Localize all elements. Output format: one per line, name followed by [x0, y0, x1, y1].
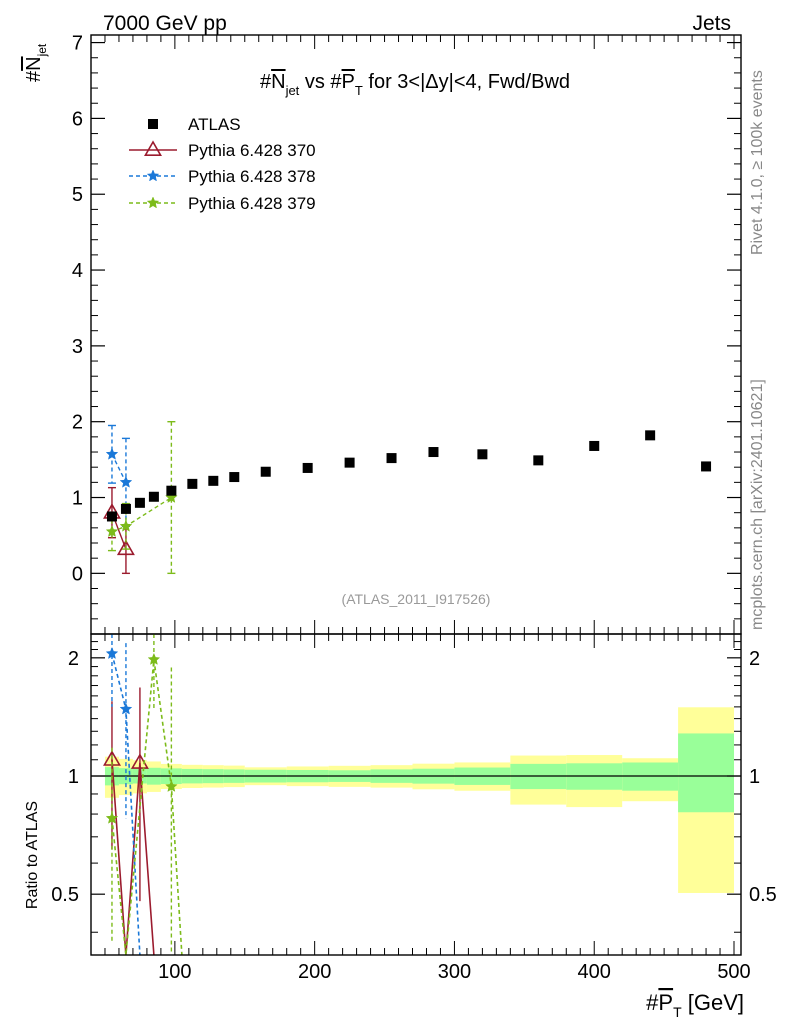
data-point-atlas — [260, 466, 271, 477]
main-plot-marks — [103, 420, 712, 575]
data-point-atlas — [208, 475, 219, 486]
x-tick-label: 200 — [298, 961, 331, 983]
ratio-point-p379 — [165, 779, 178, 792]
y-tick-label: 4 — [72, 260, 83, 282]
chart-title: #Njet vs #PT for 3<|Δy|<4, Fwd/Bwd — [260, 71, 570, 98]
data-point-atlas — [302, 462, 313, 473]
point-p378 — [119, 475, 133, 488]
data-point-atlas — [229, 472, 240, 483]
y-tick-label: 6 — [72, 108, 83, 130]
data-point-atlas — [533, 455, 544, 466]
x-tick-label: 400 — [578, 961, 611, 983]
legend-label: ATLAS — [188, 115, 241, 134]
data-point-atlas — [428, 447, 439, 458]
legend: ATLAS Pythia 6.428 370 Pythia 6.428 378 Pyt… — [129, 115, 316, 213]
x-tick-label: 300 — [438, 961, 471, 983]
ratio-tick-label-right: 0.5 — [749, 884, 777, 906]
legend-label: Pythia 6.428 370 — [188, 141, 316, 160]
ratio-point-p378 — [119, 702, 133, 715]
point-p379 — [105, 524, 119, 538]
data-point-atlas — [187, 478, 198, 489]
ratio-tick-label-right: 2 — [749, 648, 760, 670]
data-point-atlas — [477, 449, 488, 460]
ratio-point-p379 — [147, 652, 161, 665]
data-point-atlas — [148, 491, 159, 502]
legend-label: Pythia 6.428 378 — [188, 167, 316, 186]
ratio-plot-marks — [103, 634, 183, 956]
y-tick-label: 3 — [72, 336, 83, 358]
y-tick-label: 1 — [72, 488, 83, 510]
ratio-tick-label-right: 1 — [749, 766, 760, 788]
header-right: Jets — [692, 12, 731, 35]
data-point-atlas — [120, 503, 131, 514]
ratio-line-p370 — [111, 759, 155, 956]
data-point-atlas — [645, 430, 656, 441]
ratio-band-inner — [678, 733, 735, 813]
side-rivet-label: Rivet 4.1.0, ≥ 100k events — [749, 70, 766, 255]
series-line-p378 — [111, 453, 127, 483]
ratio-tick-label: 1 — [68, 766, 79, 788]
legend-label: Pythia 6.428 379 — [188, 194, 316, 213]
x-tick-label: 100 — [158, 961, 191, 983]
x-axis-label: #PT [GeV] — [646, 990, 744, 1020]
ratio-point-p378 — [105, 646, 119, 660]
data-point-atlas — [166, 485, 177, 496]
ratio-axis-label: Ratio to ATLAS — [24, 801, 41, 909]
analysis-watermark: (ATLAS_2011_I917526) — [342, 591, 491, 607]
ratio-tick-label: 0.5 — [51, 884, 79, 906]
ratio-axis-ticks: 100 200 300 400 500 0.5 0.5 1 1 2 2 — [51, 633, 777, 983]
y-tick-label: 5 — [72, 184, 83, 206]
data-point-atlas — [134, 497, 145, 508]
point-p378 — [105, 447, 119, 460]
legend-marker-p370 — [144, 140, 162, 156]
point-p370 — [116, 539, 135, 556]
point-p379 — [119, 519, 133, 532]
y-tick-label: 2 — [72, 412, 83, 434]
data-point-atlas — [106, 511, 117, 522]
ratio-frame — [90, 633, 742, 956]
legend-marker-p379 — [146, 196, 160, 209]
y-axis-label: #Njet — [23, 43, 49, 82]
ratio-tick-label: 2 — [68, 648, 79, 670]
legend-marker-atlas — [148, 119, 158, 129]
ratio-uncertainty-band — [91, 707, 741, 893]
main-axis-ticks: 0 1 2 3 4 5 6 7 — [72, 33, 742, 635]
side-mcplots-label: mcplots.cern.ch [arXiv:2401.10621] — [749, 379, 766, 630]
y-tick-label: 7 — [72, 33, 83, 55]
y-tick-label: 0 — [72, 563, 83, 585]
ratio-point-p379 — [105, 811, 119, 824]
x-tick-label: 500 — [717, 961, 750, 983]
header-left: 7000 GeV pp — [103, 12, 227, 35]
data-point-atlas — [589, 440, 600, 451]
legend-marker-p378 — [146, 169, 160, 182]
data-point-atlas — [344, 457, 355, 468]
data-point-atlas — [701, 461, 712, 472]
data-point-atlas — [386, 453, 397, 464]
